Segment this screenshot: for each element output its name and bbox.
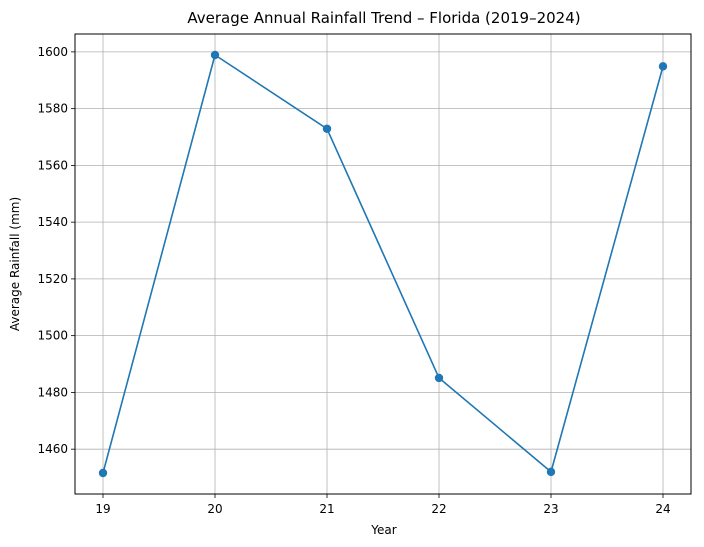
y-tick-label: 1520: [37, 272, 68, 286]
data-point: [322, 124, 332, 133]
y-tick-label: 1560: [37, 158, 68, 172]
x-tick-label: 20: [207, 502, 222, 516]
data-point: [546, 467, 556, 477]
data-point: [434, 373, 444, 383]
series-line: [102, 54, 664, 474]
x-axis-label: Year: [370, 523, 396, 537]
y-tick-label: 1500: [37, 329, 68, 343]
x-tick-label: 19: [95, 502, 110, 516]
data-point: [210, 50, 220, 60]
x-axis-ticks: 19 20 21 22 23 24: [95, 494, 671, 516]
x-tick-label: 24: [655, 502, 670, 516]
y-tick-label: 1600: [37, 45, 68, 59]
y-tick-label: 1480: [37, 385, 68, 399]
y-tick-label: 1460: [37, 442, 68, 456]
y-tick-label: 1580: [37, 102, 68, 116]
grid-lines: [75, 34, 691, 494]
data-point: [658, 62, 668, 71]
series-group: [98, 50, 668, 478]
x-tick-label: 21: [319, 502, 334, 516]
x-tick-label: 22: [431, 502, 446, 516]
x-tick-label: 23: [543, 502, 558, 516]
y-tick-label: 1540: [37, 215, 68, 229]
y-axis-label: Average Rainfall (mm): [8, 197, 22, 331]
plot-frame: [74, 33, 692, 495]
chart-title: Average Annual Rainfall Trend – Florida …: [187, 9, 580, 27]
y-axis-ticks: 1460 1480 1500 1520 1540 1560 1580 1600: [37, 45, 75, 456]
data-point: [98, 468, 108, 478]
